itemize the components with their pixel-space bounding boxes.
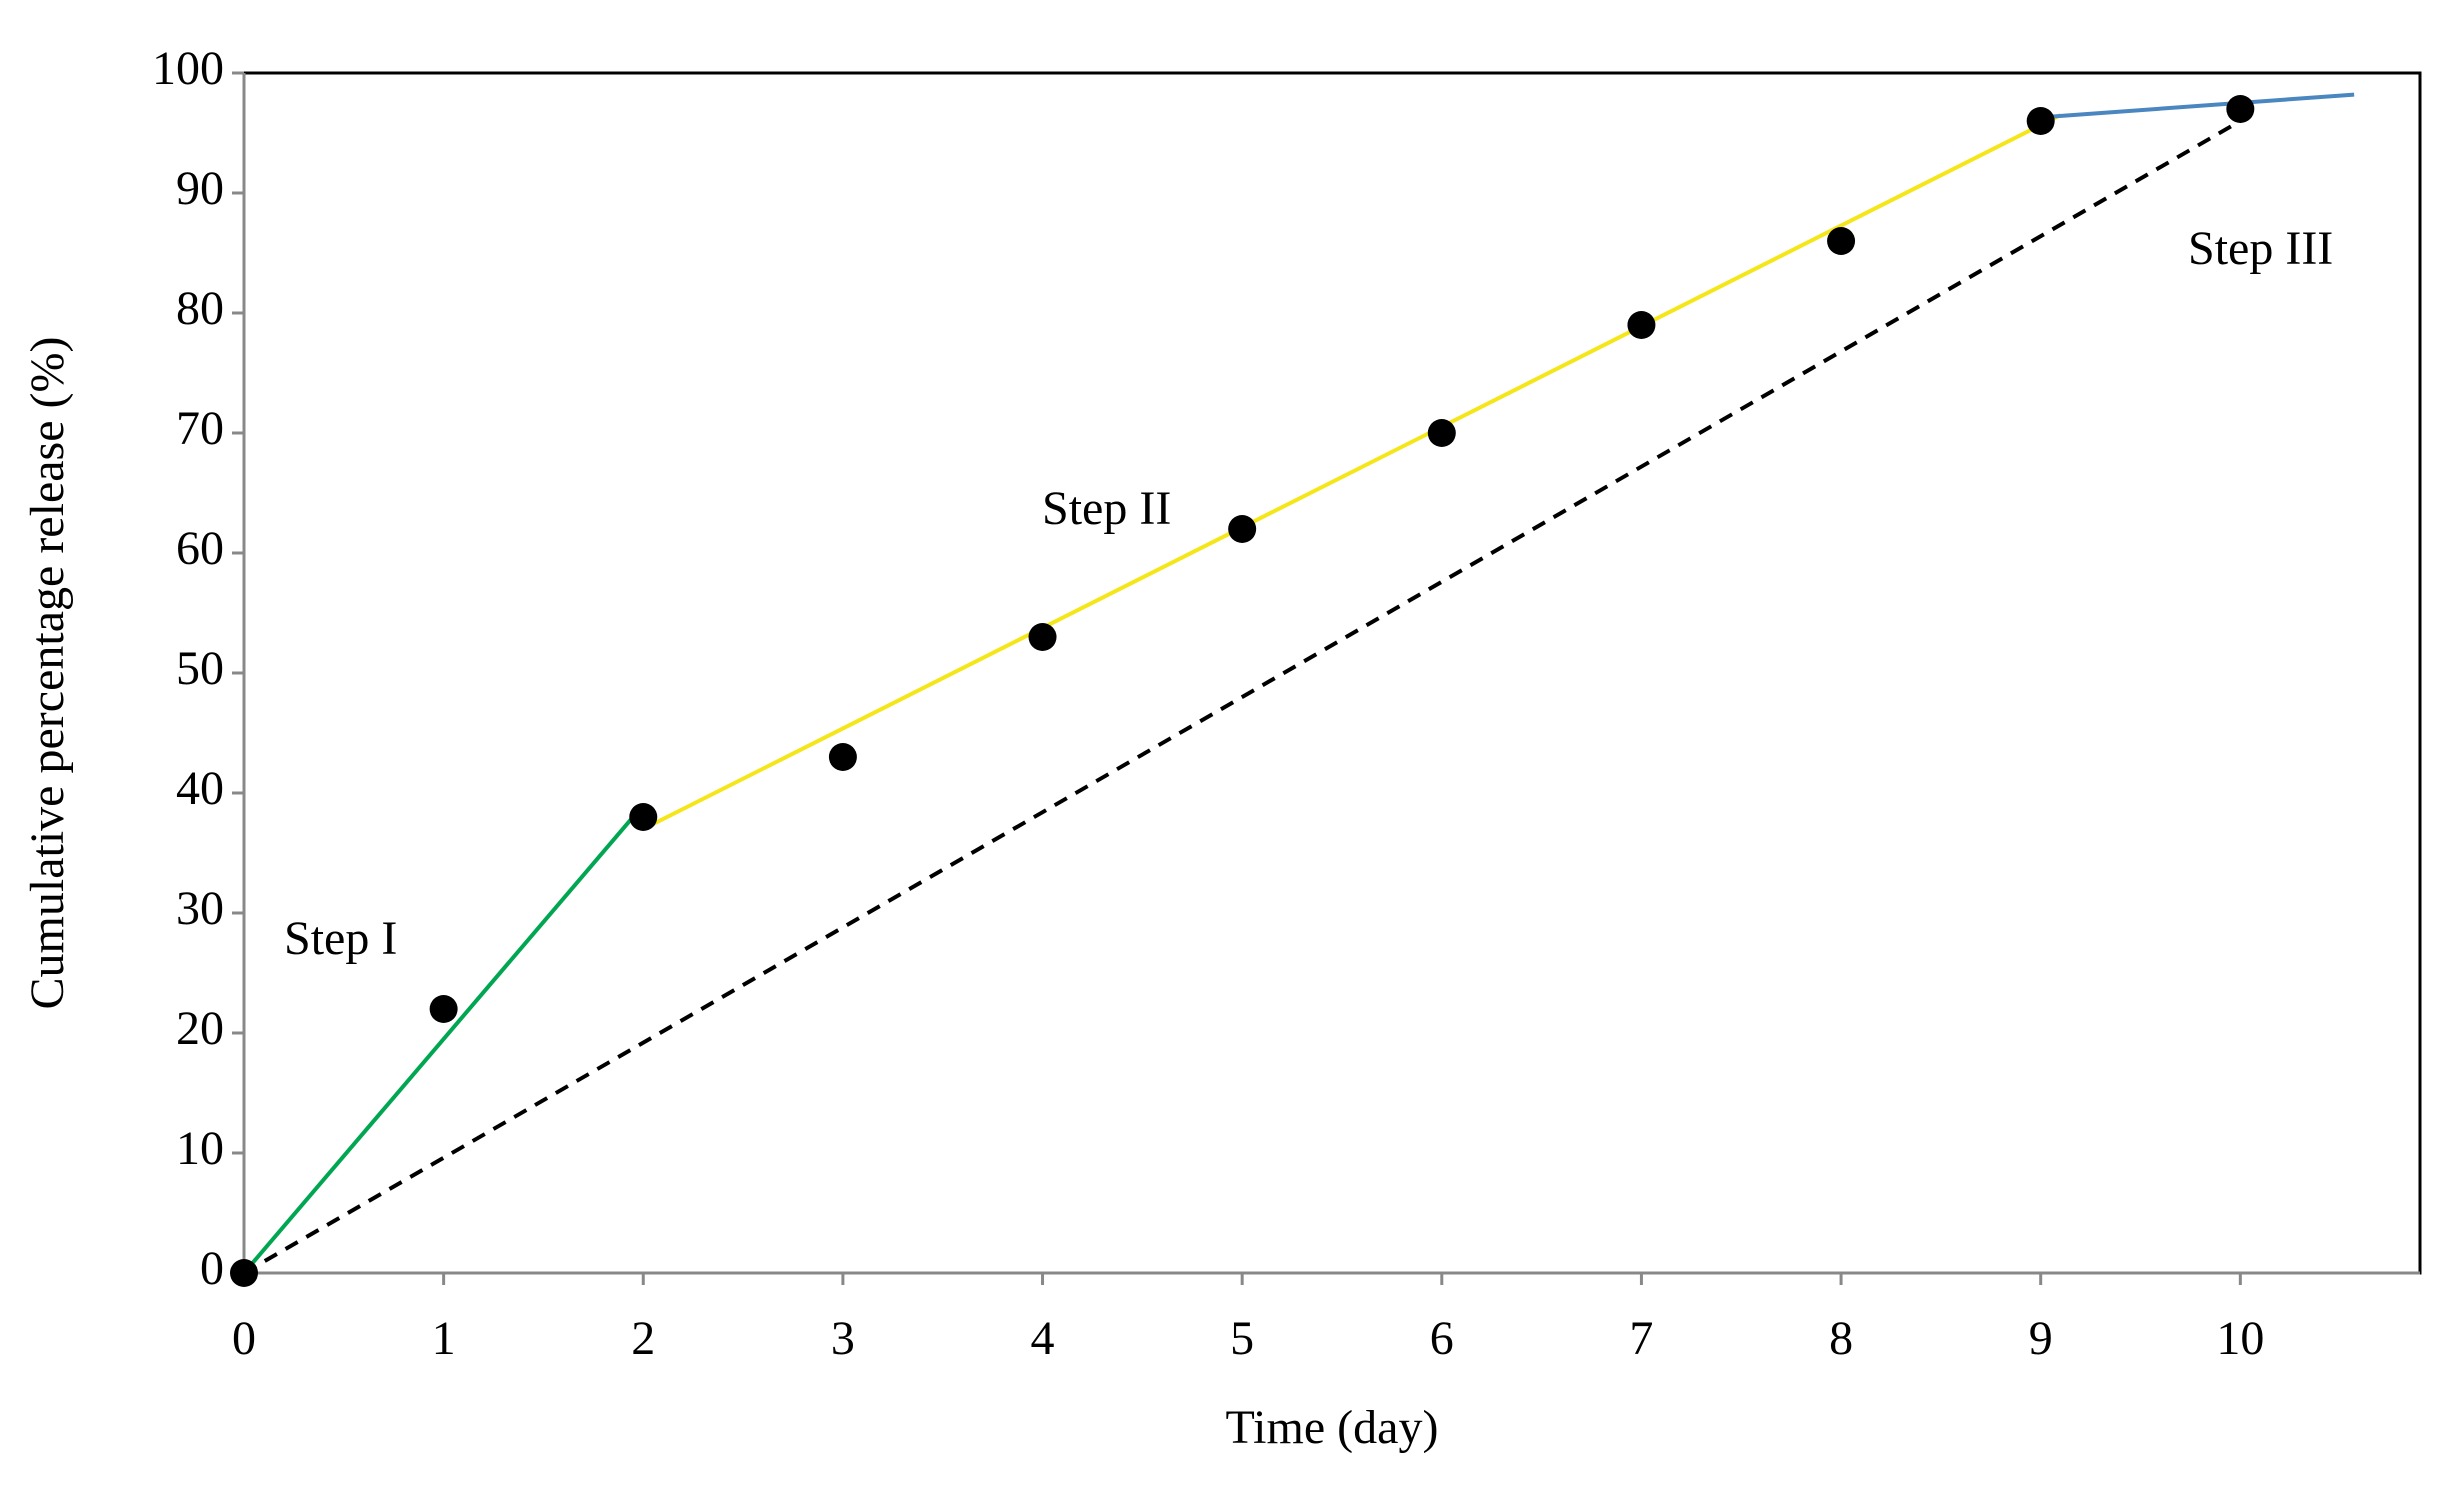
data-point <box>230 1259 258 1287</box>
x-tick-label: 1 <box>432 1312 456 1365</box>
y-tick-label: 40 <box>176 762 224 815</box>
fit-line <box>243 119 2242 1275</box>
data-point <box>1827 227 1856 255</box>
fit-line <box>242 803 645 1275</box>
x-tick-label: 0 <box>232 1312 256 1365</box>
y-tick-label: 30 <box>176 882 224 935</box>
fit-line <box>642 113 2062 831</box>
fit-line <box>2040 92 2355 120</box>
data-point <box>828 743 857 771</box>
y-tick-label: 50 <box>176 642 224 695</box>
data-point <box>1427 419 1456 447</box>
x-tick-label: 3 <box>831 1312 855 1365</box>
data-point <box>429 995 458 1023</box>
plot-frame <box>242 71 2422 1275</box>
x-tick-label: 9 <box>2029 1312 2053 1365</box>
x-axis-label: Time (day) <box>1226 1401 1439 1454</box>
data-point <box>1228 515 1257 543</box>
y-tick-label: 100 <box>152 42 224 95</box>
y-tick-label: 0 <box>200 1242 224 1295</box>
x-tick-label: 2 <box>631 1312 655 1365</box>
x-tick-label: 10 <box>2216 1312 2264 1365</box>
x-tick-label: 8 <box>1829 1312 1853 1365</box>
x-tick-label: 6 <box>1430 1312 1454 1365</box>
annotation: Step III <box>2188 222 2333 275</box>
annotation: Step I <box>284 912 397 965</box>
y-tick-label: 20 <box>176 1002 224 1055</box>
annotation: Step II <box>1042 482 1171 535</box>
x-tick-label: 7 <box>1629 1312 1653 1365</box>
y-tick-label: 60 <box>176 522 224 575</box>
y-tick-label: 80 <box>176 282 224 335</box>
data-point <box>1627 311 1656 339</box>
y-axis-label: Cumulative percentage release (%) <box>21 337 74 1010</box>
y-tick-label: 90 <box>176 162 224 215</box>
x-tick-label: 4 <box>1031 1312 1055 1365</box>
data-point <box>2226 95 2255 123</box>
y-tick-label: 10 <box>176 1122 224 1175</box>
x-tick-label: 5 <box>1230 1312 1254 1365</box>
data-point <box>1028 623 1057 651</box>
data-point <box>2026 107 2055 135</box>
y-tick-label: 70 <box>176 402 224 455</box>
data-point <box>629 803 658 831</box>
